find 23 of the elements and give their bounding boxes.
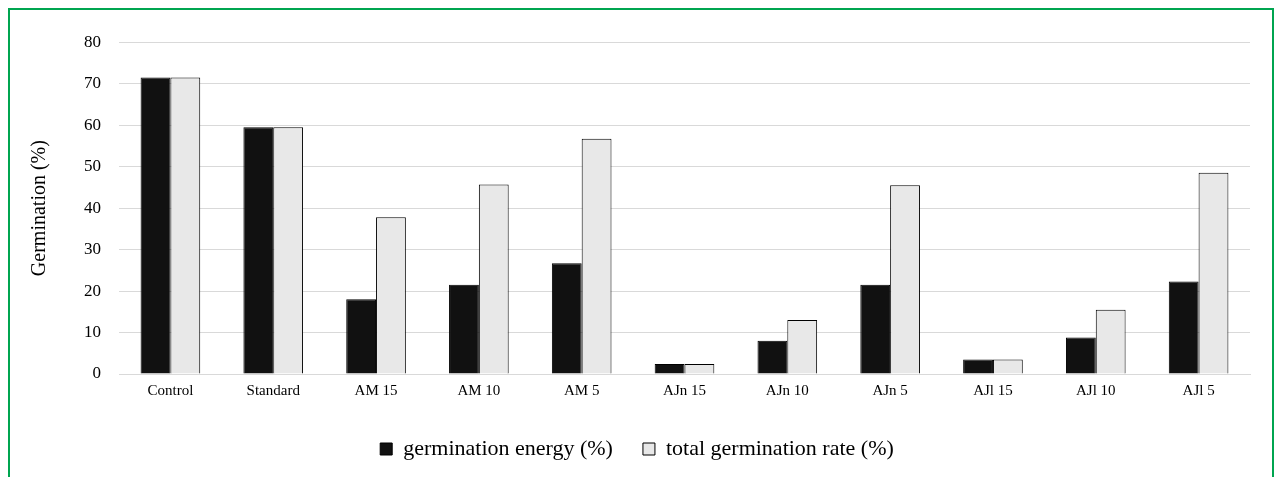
y-tick-label: 50 [84,156,101,176]
x-tick-label: AJl 15 [973,381,1013,398]
y-tick-label: 60 [84,114,101,134]
legend-label: total germination rate (%) [665,434,894,460]
y-tick-label: 80 [84,31,101,51]
x-tick-label: AJl 10 [1075,381,1116,398]
x-tick-label: AJn 15 [663,381,706,398]
x-tick-label: AM 5 [563,381,600,398]
y-tick-label: 70 [84,73,101,93]
x-tick-label: Control [147,381,194,398]
y-tick-label: 40 [84,197,101,217]
y-tick-label: 30 [84,239,101,259]
x-tick-label: AM 15 [354,381,398,398]
x-tick-label: AJn 5 [872,381,908,398]
x-tick-label: AM 10 [457,381,501,398]
y-axis-title: Germination (%) [27,140,51,277]
y-tick-label: 10 [84,321,101,341]
legend-label: germination energy (%) [403,434,613,460]
y-tick-label: 20 [84,280,101,300]
x-tick-label: AJl 5 [1182,381,1215,398]
x-tick-label: AJn 10 [765,381,809,398]
x-tick-label: Standard [246,381,301,398]
y-tick-label: 0 [92,363,101,383]
